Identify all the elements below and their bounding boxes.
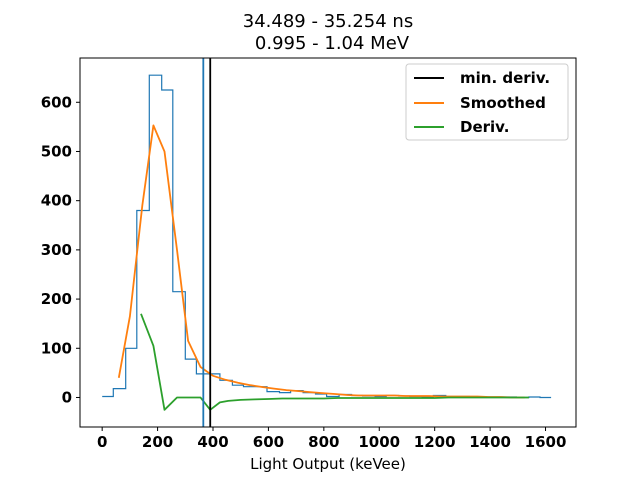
- x-tick-label: 0: [97, 433, 107, 451]
- x-tick-label: 600: [253, 433, 284, 451]
- x-tick-label: 400: [197, 433, 228, 451]
- x-tick-label: 800: [308, 433, 339, 451]
- y-tick-label: 300: [41, 241, 72, 259]
- axes-frame: [79, 57, 577, 428]
- y-tick-label: 400: [41, 192, 72, 210]
- axis-ticks: 0 200 400 600 800 1000 1200 1400 1600 0 100 200 300 4…: [41, 93, 567, 451]
- x-tick-label: 1400: [469, 433, 511, 451]
- y-tick-label: 600: [41, 93, 72, 111]
- plot-area: [102, 58, 552, 427]
- series-line-smoothed: [117, 124, 525, 399]
- y-tick-label: 100: [41, 339, 72, 357]
- x-tick-label: 1200: [414, 433, 456, 451]
- y-tick-label: 0: [62, 388, 72, 406]
- chart-title-line-2: 0.995 - 1.04 MeV: [255, 33, 410, 54]
- legend-box: [405, 63, 569, 141]
- legend-label-smoothed: Smoothed: [460, 94, 546, 112]
- x-tick-label: 200: [142, 433, 173, 451]
- chart-title-line-1: 34.489 - 35.254 ns: [243, 11, 413, 32]
- legend-label-deriv: Deriv.: [460, 118, 509, 136]
- legend: min. deriv. Smoothed Deriv.: [405, 63, 569, 141]
- series-line-deriv: [140, 313, 529, 411]
- y-tick-label: 200: [41, 290, 72, 308]
- x-axis-label: Light Output (keVee): [250, 455, 406, 473]
- x-tick-label: 1000: [358, 433, 400, 451]
- y-tick-label: 500: [41, 142, 72, 160]
- x-tick-label: 1600: [525, 433, 567, 451]
- legend-label-min-deriv: min. deriv.: [460, 69, 550, 87]
